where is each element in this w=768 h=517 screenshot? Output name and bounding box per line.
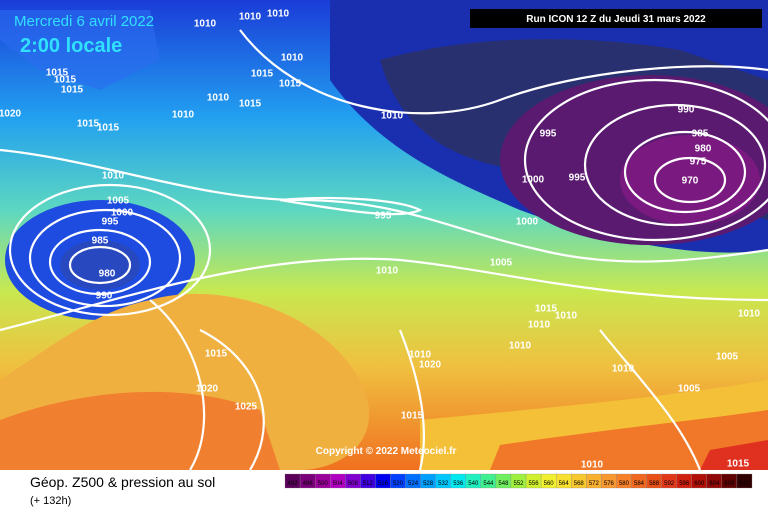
isobar-label: 995: [102, 217, 119, 228]
isobar-label: 1015: [61, 85, 84, 96]
colorbar-label: 580: [619, 481, 630, 487]
isobar-label: 995: [540, 129, 557, 140]
isobar-label: 1025: [235, 402, 258, 413]
isobar-label: 1005: [490, 258, 513, 269]
isobar-label: 980: [99, 269, 116, 280]
isobar-label: 1000: [516, 217, 539, 228]
isobar-label: 1020: [419, 360, 442, 371]
isobar-label: 1010: [172, 110, 195, 121]
isobar-label: 1020: [196, 384, 219, 395]
colorbar-label: 496: [303, 481, 314, 487]
colorbar-label: 572: [589, 481, 600, 487]
isobar-label: 995: [569, 173, 586, 184]
colorbar-label: 604: [709, 481, 720, 487]
isobar-label: 1015: [239, 99, 262, 110]
colorbar-label: 568: [574, 481, 585, 487]
colorbar-label: 524: [408, 481, 419, 487]
footer-title: Géop. Z500 & pression au sol: [30, 474, 215, 490]
colorbar-cell: [736, 473, 753, 489]
isobar-label: 995: [375, 211, 392, 222]
colorbar-label: 512: [363, 481, 374, 487]
isobar-label: 1005: [107, 196, 130, 207]
isobar-label: 1010: [239, 12, 262, 23]
run-box: [470, 9, 762, 28]
colorbar-label: 492: [288, 481, 299, 487]
isobar-label: 970: [682, 176, 699, 187]
isobar-label: 1015: [54, 75, 77, 86]
isobar-label: 1010: [528, 320, 551, 331]
colorbar-label: 600: [694, 481, 705, 487]
isobar-label: 1010: [381, 111, 404, 122]
colorbar: 492 496 500 504 508 512 516 520 524 528 532 536 540 5…: [284, 473, 753, 489]
colorbar-label: 532: [438, 481, 449, 487]
isobar-label: 1000: [522, 175, 545, 186]
isobar-label: 1010: [267, 9, 290, 20]
colorbar-label: 504: [333, 481, 344, 487]
isobar-label: 985: [92, 236, 109, 247]
colorbar-label: 608: [724, 481, 735, 487]
isobar-label: 1015: [401, 411, 424, 422]
colorbar-label: 560: [544, 481, 555, 487]
footer-lead: (+ 132h): [30, 495, 71, 507]
isobar-label: 1015: [251, 69, 274, 80]
isobar-label: 1010: [581, 460, 604, 471]
colorbar-label: 540: [468, 481, 479, 487]
colorbar-label: 536: [453, 481, 464, 487]
isobar-label: 1010: [376, 266, 399, 277]
isobar-label: 1015: [46, 68, 69, 79]
colorbar-label: 564: [559, 481, 570, 487]
colorbar-label: 500: [318, 481, 329, 487]
isobar-label: 1005: [678, 384, 701, 395]
isobar-label: 1015: [535, 304, 558, 315]
run-label: Run ICON 12 Z du Jeudi 31 mars 2022: [526, 14, 706, 25]
isobar-label: 985: [692, 129, 709, 140]
isobar-label: 1010: [281, 53, 304, 64]
colorbar-label: 516: [378, 481, 389, 487]
isobar-label: 1010: [509, 341, 532, 352]
isobar-label: 1015: [97, 123, 120, 134]
isobar-label: 1010: [102, 171, 125, 182]
colorbar-label: 548: [498, 481, 509, 487]
isobar-label: 1000: [111, 208, 134, 219]
valid-date: Mercredi 6 avril 2022: [14, 13, 154, 30]
isobar-label: 1015: [205, 349, 228, 360]
isobar-label: 980: [695, 144, 712, 155]
colorbar-label: 596: [679, 481, 690, 487]
colorbar-label: 544: [483, 481, 494, 487]
colorbar-label: 612: [739, 481, 750, 487]
isobar-lines: [0, 29, 768, 471]
isobar-label: 1015: [77, 119, 100, 130]
colorbar-label: 556: [529, 481, 540, 487]
colorbar-label: 508: [348, 481, 359, 487]
colorbar-label: 588: [649, 481, 660, 487]
isobar-label: 1010: [738, 309, 761, 320]
colorbar-label: 584: [634, 481, 645, 487]
isobar-label: 1010: [555, 311, 578, 322]
isobar-label: 1010: [207, 93, 230, 104]
isobar-label: 990: [96, 291, 113, 302]
colorbar-label: 528: [423, 481, 434, 487]
copyright: Copyright © 2022 Meteociel.fr: [316, 446, 457, 457]
colorbar-label: 520: [393, 481, 404, 487]
isobar-label: 1015: [279, 79, 302, 90]
colorbar-label: 552: [513, 481, 524, 487]
isobar-label: 975: [690, 157, 707, 168]
isobar-label: 1015: [727, 459, 750, 470]
isobar-label: 1020: [0, 109, 22, 120]
isobar-label: 990: [678, 105, 695, 116]
valid-time: 2:00 locale: [20, 35, 122, 57]
colorbar-label: 576: [604, 481, 615, 487]
isobar-label: 1010: [194, 19, 217, 30]
isobar-label: 1010: [612, 364, 635, 375]
field: [0, 0, 768, 470]
colorbar-label: 592: [664, 481, 675, 487]
isobar-label: 1010: [409, 350, 432, 361]
isobar-label: 1005: [716, 352, 739, 363]
